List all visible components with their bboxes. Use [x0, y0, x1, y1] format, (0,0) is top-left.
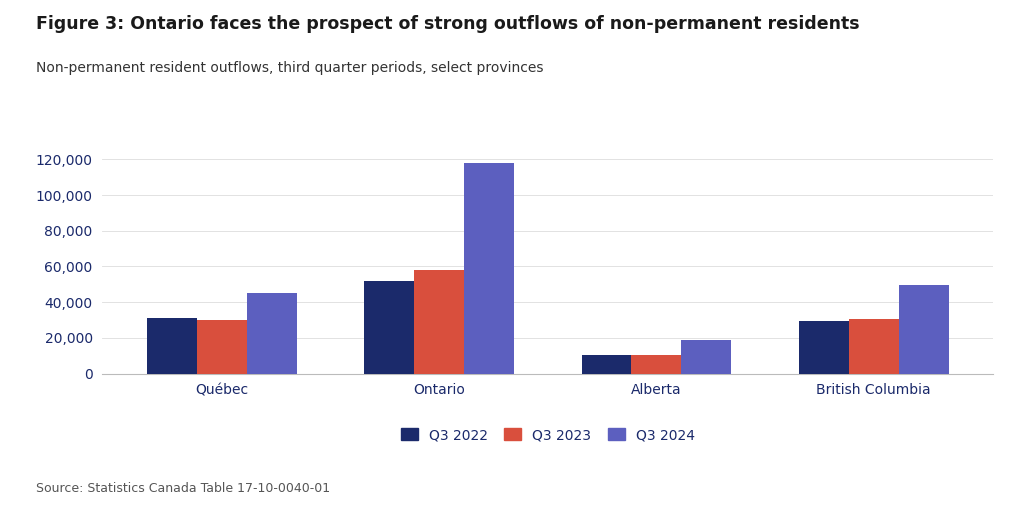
Bar [682, 340, 731, 374]
Text: Source: Statistics Canada Table 17-10-0040-01: Source: Statistics Canada Table 17-10-00… [36, 482, 330, 495]
Bar [197, 320, 247, 374]
Bar [849, 319, 899, 374]
Bar [464, 163, 514, 374]
Text: Figure 3: Ontario faces the prospect of strong outflows of non-permanent residen: Figure 3: Ontario faces the prospect of … [36, 15, 859, 33]
Bar [899, 285, 948, 374]
Legend: Q3 2022, Q3 2023, Q3 2024: Q3 2022, Q3 2023, Q3 2024 [395, 423, 700, 447]
Bar [632, 355, 682, 374]
Bar [799, 321, 849, 374]
Bar [147, 318, 197, 374]
Bar [582, 355, 632, 374]
Bar [247, 293, 297, 374]
Text: Non-permanent resident outflows, third quarter periods, select provinces: Non-permanent resident outflows, third q… [36, 61, 544, 75]
Bar [365, 281, 414, 374]
Bar [415, 270, 464, 374]
